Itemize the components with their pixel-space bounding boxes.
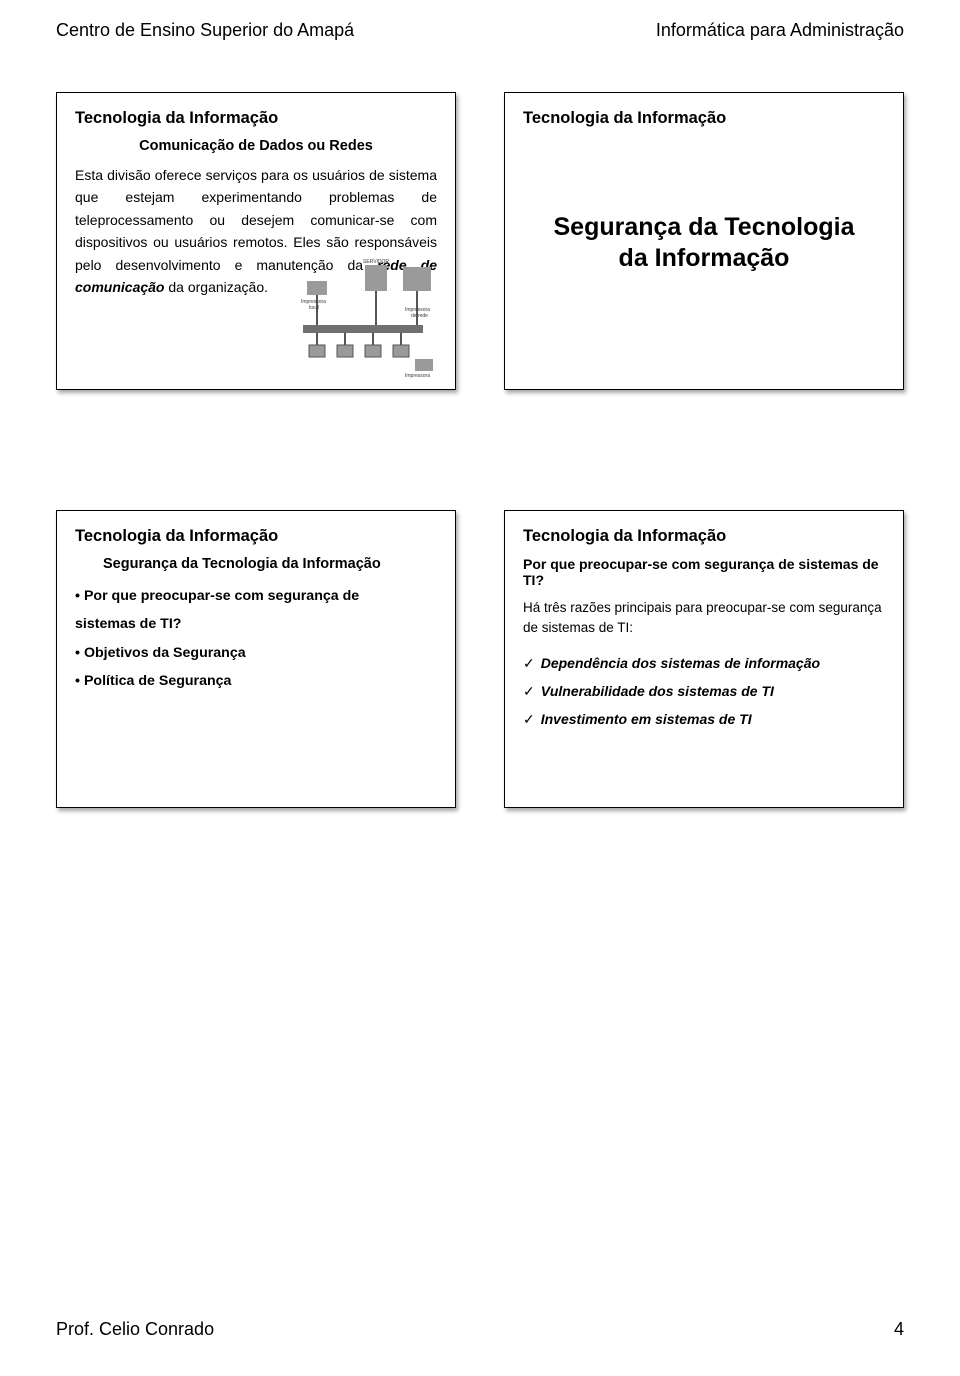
slide4-title: Tecnologia da Informação — [523, 527, 885, 546]
svg-text:Impressora: Impressora — [405, 373, 430, 379]
slide3-b1: Por que preocupar-se com segurança de — [75, 582, 437, 610]
slide4-para: Há três razões principais para preocupar… — [523, 598, 885, 637]
slide1-title: Tecnologia da Informação — [75, 109, 437, 128]
slide4-c1: Dependência dos sistemas de informação — [523, 649, 885, 677]
slide4-question: Por que preocupar-se com segurança de si… — [523, 556, 885, 588]
slide2-title: Tecnologia da Informação — [523, 109, 885, 128]
footer-page: 4 — [894, 1319, 904, 1340]
slide4-c2: Vulnerabilidade dos sistemas de TI — [523, 677, 885, 705]
slide-2: Tecnologia da Informação Segurança da Te… — [504, 92, 904, 390]
slide2-big-line1: Segurança da Tecnologia — [553, 212, 854, 243]
slide-3: Tecnologia da Informação Segurança da Te… — [56, 510, 456, 808]
slide4-c3: Investimento em sistemas de TI — [523, 705, 885, 733]
footer-left: Prof. Celio Conrado — [56, 1319, 214, 1340]
svg-text:de rede: de rede — [411, 313, 428, 319]
slide2-big: Segurança da Tecnologia da Informação — [523, 138, 885, 348]
slide3-b2: Objetivos da Segurança — [75, 639, 437, 667]
slide3-title: Tecnologia da Informação — [75, 527, 437, 546]
slide3-b1b: sistemas de TI? — [75, 610, 437, 638]
slide1-subtitle: Comunicação de Dados ou Redes — [75, 138, 437, 154]
header-left: Centro de Ensino Superior do Amapá — [56, 20, 354, 41]
network-diagram: SERVIDOR Impressora local Impressora de … — [293, 259, 443, 379]
slide-1: Tecnologia da Informação Comunicação de … — [56, 92, 456, 390]
slide4-checklist: Dependência dos sistemas de informação V… — [523, 649, 885, 733]
svg-text:local: local — [309, 305, 319, 311]
slide1-text-c: da organização. — [164, 279, 268, 295]
slide2-big-line2: da Informação — [553, 243, 854, 274]
slide3-subtitle: Segurança da Tecnologia da Informação — [75, 556, 437, 572]
slides-grid: Tecnologia da Informação Comunicação de … — [56, 92, 904, 808]
slide3-b3: Política de Segurança — [75, 667, 437, 695]
header-right: Informática para Administração — [656, 20, 904, 41]
svg-text:SERVIDOR: SERVIDOR — [363, 259, 389, 265]
slide3-bullets: Por que preocupar-se com segurança de si… — [75, 582, 437, 696]
slide-4: Tecnologia da Informação Por que preocup… — [504, 510, 904, 808]
